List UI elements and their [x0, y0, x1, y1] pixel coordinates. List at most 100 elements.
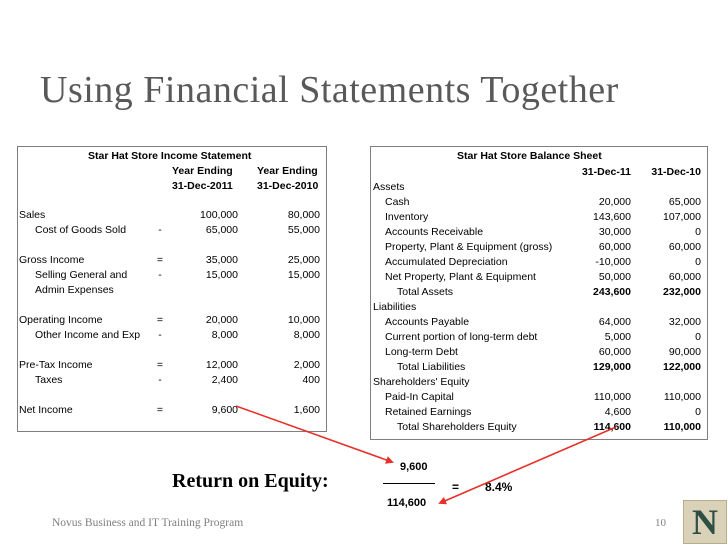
- arrow-equity-to-denominator: [438, 426, 617, 505]
- income-row-sign: =: [156, 254, 164, 266]
- income-row-v2: 400: [302, 374, 320, 386]
- balance-row-v1: 4,600: [604, 406, 631, 418]
- income-row-v1: 100,000: [200, 209, 238, 221]
- balance-sheet-title: Star Hat Store Balance Sheet: [457, 150, 602, 162]
- income-row-sign: =: [156, 404, 164, 416]
- roe-equals-sign: =: [452, 480, 460, 494]
- income-col1-head1: Year Ending: [172, 165, 233, 177]
- income-row-label: Other Income and Exp: [35, 329, 141, 341]
- balance-row-v2: 0: [695, 256, 701, 268]
- fraction-bar: [383, 483, 435, 484]
- income-row-v1: 12,000: [205, 359, 238, 371]
- income-row-v1: 20,000: [205, 314, 238, 326]
- income-row-sign: -: [158, 329, 162, 341]
- income-col2-head1: Year Ending: [257, 165, 318, 177]
- balance-row-label: Long-term Debt: [385, 346, 458, 358]
- balance-row-v1: 30,000: [598, 226, 631, 238]
- balance-row-v2: 110,000: [663, 391, 701, 403]
- balance-row-v2: 60,000: [668, 241, 701, 253]
- balance-row-v1: 5,000: [604, 331, 631, 343]
- income-col1-head2: 31-Dec-2011: [172, 180, 233, 192]
- balance-total-equity-value: 114,600: [593, 421, 631, 433]
- balance-row-label: Inventory: [385, 211, 429, 223]
- balance-row-v2: 107,000: [663, 211, 701, 223]
- balance-col1-head: 31-Dec-11: [581, 166, 631, 178]
- balance-row-v1: 64,000: [598, 316, 631, 328]
- balance-row-label: Total Assets: [397, 286, 454, 298]
- balance-row-label: Total Shareholders Equity: [397, 421, 517, 433]
- balance-row-label: Cash: [385, 196, 410, 208]
- income-row-v2: 8,000: [293, 329, 320, 341]
- income-row-v1: 8,000: [211, 329, 238, 341]
- roe-result: 8.4%: [485, 480, 513, 494]
- income-row-v1: 65,000: [205, 224, 238, 236]
- income-row-label: Cost of Goods Sold: [35, 224, 127, 236]
- income-row-v2: 10,000: [287, 314, 320, 326]
- roe-denominator: 114,600: [387, 497, 427, 509]
- arrow-net-income-to-numerator: [235, 405, 394, 464]
- balance-row-v1: 20,000: [598, 196, 631, 208]
- income-row-v1: 15,000: [205, 269, 238, 281]
- income-row-v2: 2,000: [293, 359, 320, 371]
- balance-row-v2: 32,000: [668, 316, 701, 328]
- balance-row-v2: 0: [695, 406, 701, 418]
- balance-row-v1: 110,000: [593, 391, 631, 403]
- balance-row-label: Net Property, Plant & Equipment: [385, 271, 536, 283]
- balance-row-v2: 232,000: [663, 286, 701, 298]
- balance-row-v1: 129,000: [593, 361, 631, 373]
- income-row-sign: =: [156, 359, 164, 371]
- balance-row-v2: 60,000: [668, 271, 701, 283]
- balance-row-v1: 143,600: [593, 211, 631, 223]
- income-statement-table: Star Hat Store Income Statement Year End…: [17, 146, 327, 432]
- logo-letter: N: [692, 502, 718, 542]
- income-col2-head2: 31-Dec-2010: [257, 180, 319, 192]
- balance-row-v2: 90,000: [668, 346, 701, 358]
- balance-row-label: Accumulated Depreciation: [385, 256, 508, 268]
- roe-numerator: 9,600: [400, 461, 428, 473]
- page-number: 10: [655, 517, 666, 529]
- income-row-v2: 25,000: [287, 254, 320, 266]
- footer-text: Novus Business and IT Training Program: [52, 517, 244, 529]
- roe-label: Return on Equity:: [172, 470, 329, 492]
- balance-section-assets: Assets: [373, 181, 405, 193]
- income-row-label: Pre-Tax Income: [19, 359, 93, 371]
- balance-row-v2: 122,000: [663, 361, 701, 373]
- income-row-v1: 2,400: [211, 374, 238, 386]
- income-row-sign: =: [156, 314, 164, 326]
- income-row-label: Gross Income: [19, 254, 85, 266]
- income-row-label: Sales: [19, 209, 46, 221]
- balance-row-v2: 65,000: [668, 196, 701, 208]
- balance-row-v2: 110,000: [663, 421, 701, 433]
- balance-row-v2: 0: [695, 226, 701, 238]
- income-row-v1: 35,000: [205, 254, 238, 266]
- income-row-label: Operating Income: [19, 314, 103, 326]
- balance-row-v1: 60,000: [598, 241, 631, 253]
- balance-section-equity: Shareholders' Equity: [373, 376, 470, 388]
- balance-row-label: Accounts Receivable: [385, 226, 484, 238]
- income-row-v2: 55,000: [287, 224, 320, 236]
- balance-row-label: Retained Earnings: [385, 406, 472, 418]
- balance-row-v2: 0: [695, 331, 701, 343]
- balance-col2-head: 31-Dec-10: [651, 166, 701, 178]
- balance-row-v1: 243,600: [593, 286, 631, 298]
- income-row-sign: -: [158, 374, 162, 386]
- novus-logo: N: [683, 500, 727, 544]
- balance-section-liabilities: Liabilities: [373, 301, 417, 313]
- balance-sheet-table: Star Hat Store Balance Sheet 31-Dec-11 3…: [370, 146, 708, 440]
- slide-title: Using Financial Statements Together: [40, 69, 619, 111]
- income-row-v2: 1,600: [293, 404, 320, 416]
- income-row-sign: -: [158, 269, 162, 281]
- income-row-label: Selling General and: [35, 269, 128, 281]
- balance-row-label: Paid-In Capital: [385, 391, 454, 403]
- balance-row-label: Total Liabilities: [397, 361, 466, 373]
- income-row-label: Admin Expenses: [35, 284, 114, 296]
- balance-row-v1: -10,000: [595, 256, 631, 268]
- balance-row-label: Current portion of long-term debt: [385, 331, 538, 343]
- income-row-label: Taxes: [35, 374, 63, 386]
- income-net-income-value: 9,600: [211, 404, 238, 416]
- balance-row-label: Accounts Payable: [385, 316, 470, 328]
- income-row-sign: -: [158, 224, 162, 236]
- income-row-label: Net Income: [19, 404, 73, 416]
- income-statement-title: Star Hat Store Income Statement: [88, 150, 252, 162]
